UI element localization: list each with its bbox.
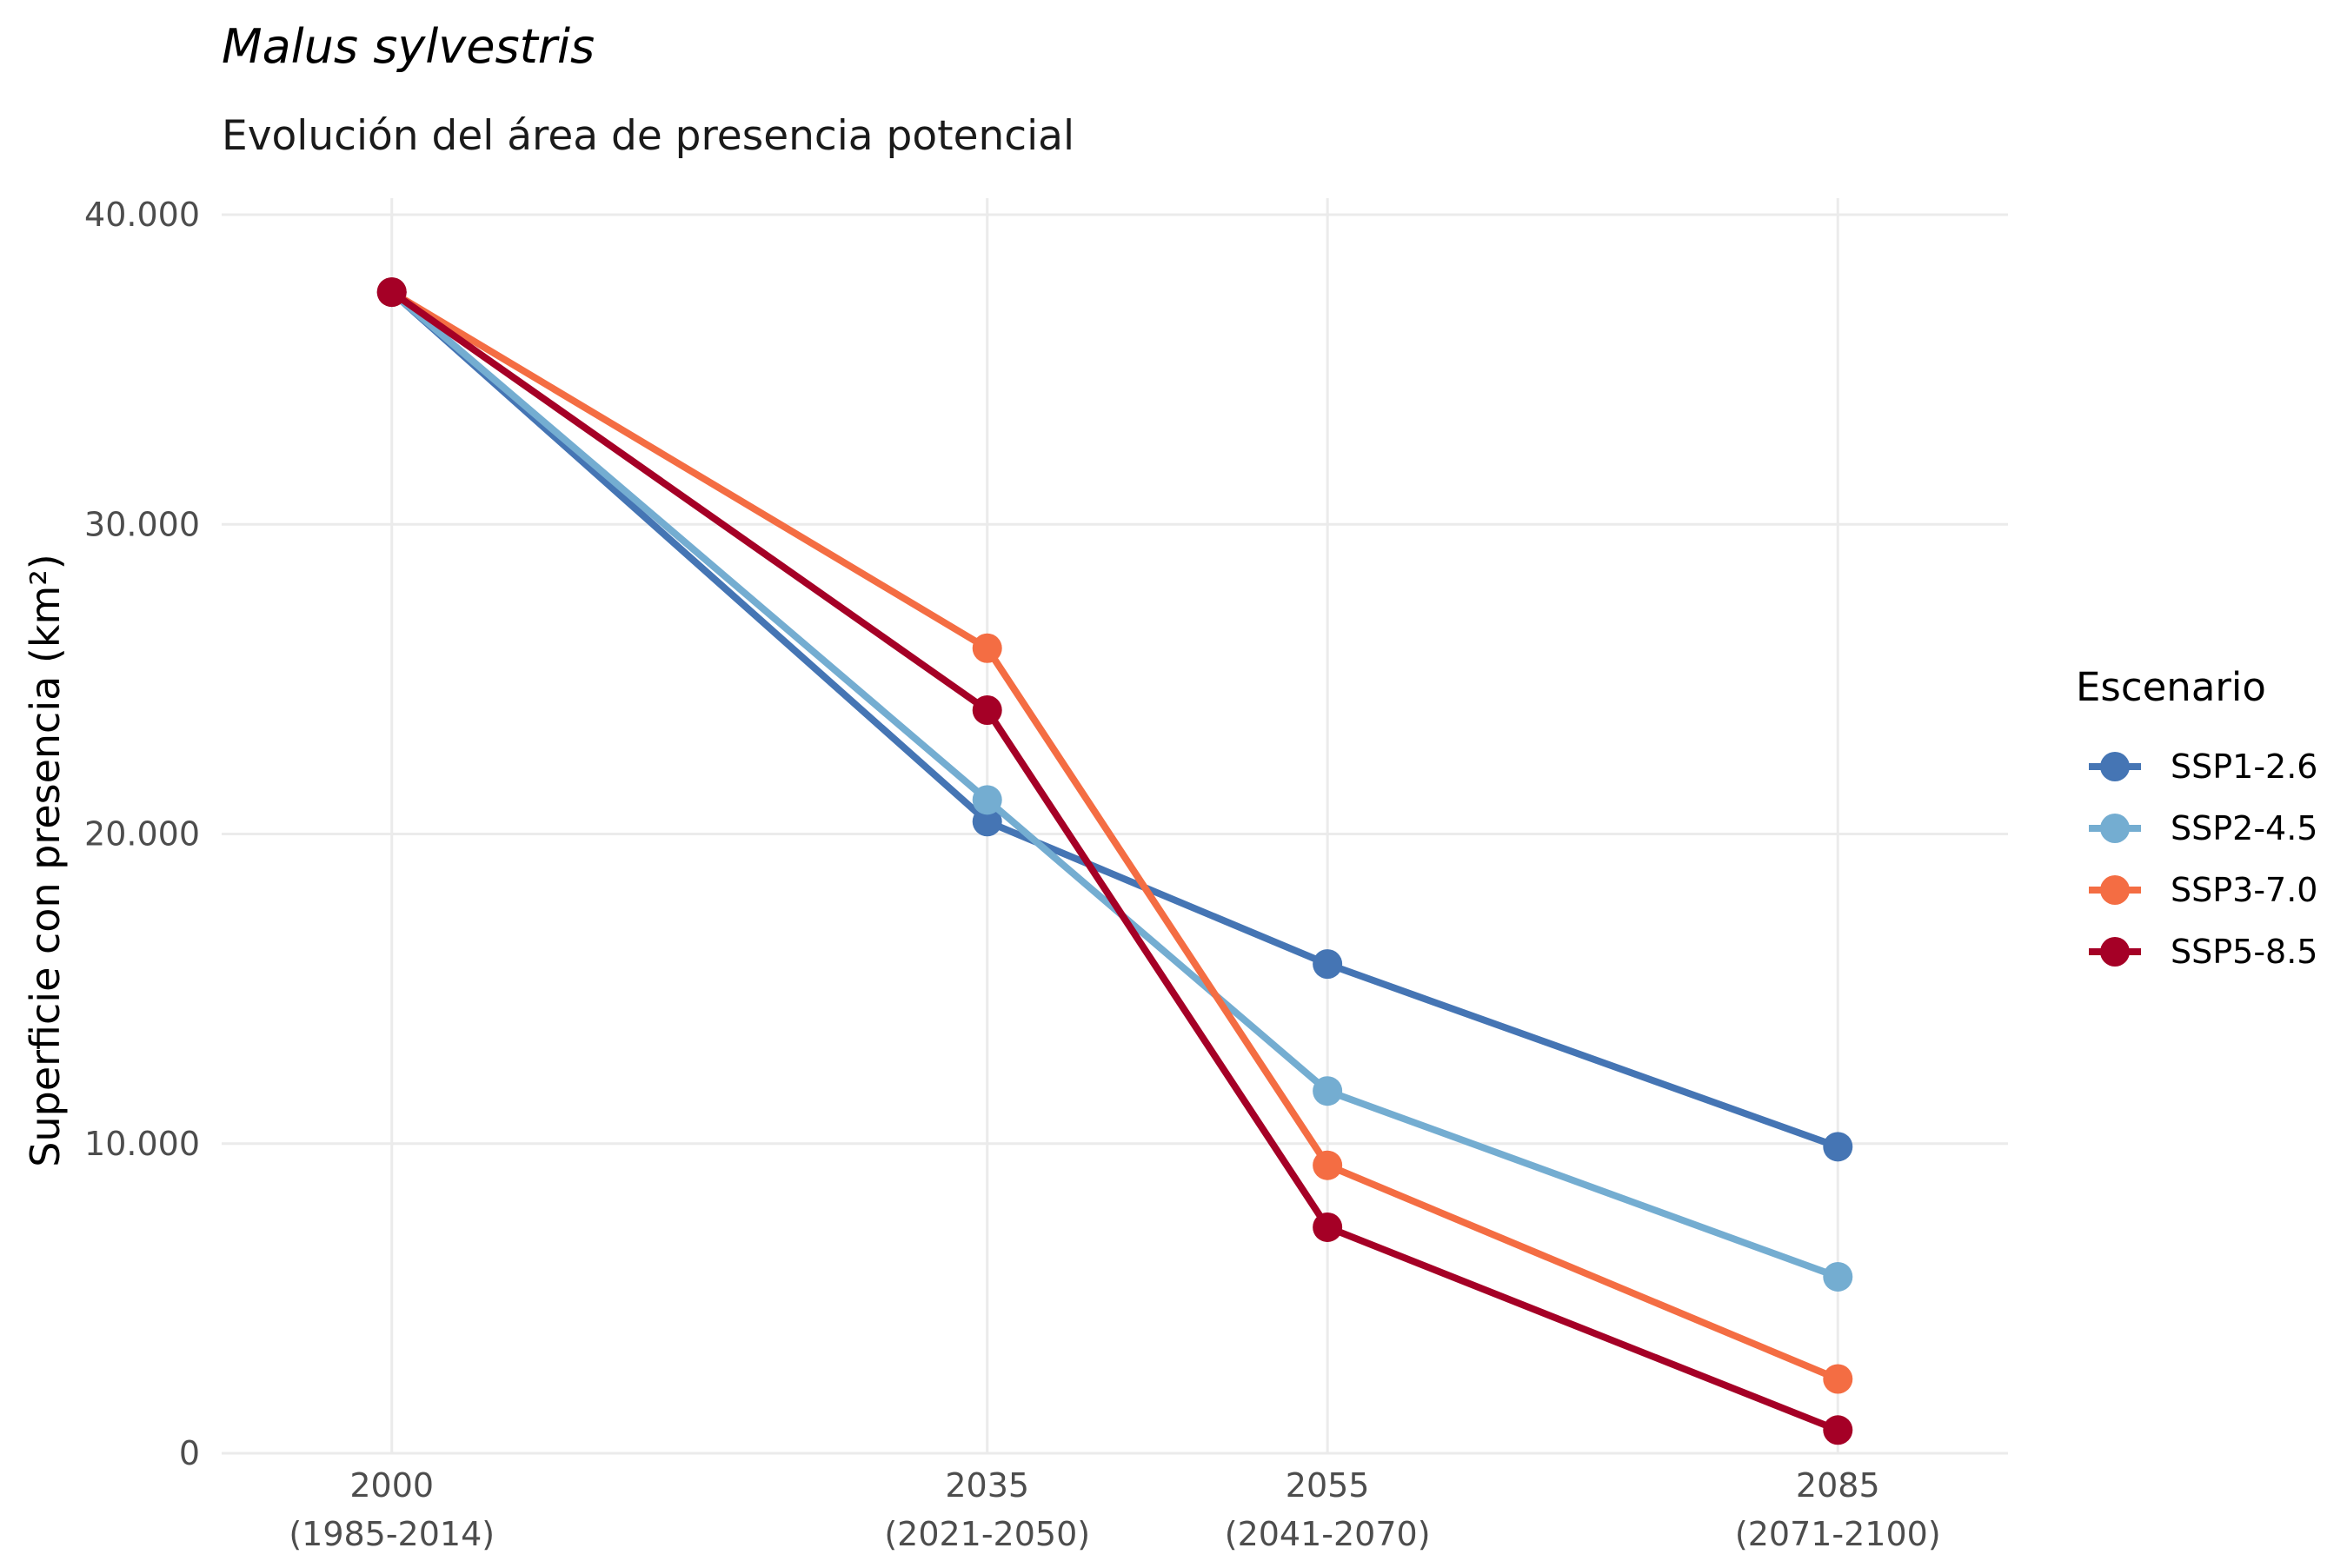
- data-point: [972, 807, 1002, 837]
- series-SSP3-7.0: [376, 277, 1853, 1394]
- data-point: [1823, 1132, 1853, 1162]
- data-point: [1313, 1150, 1343, 1180]
- data-point: [376, 277, 407, 308]
- y-tick-label: 40.000: [84, 196, 200, 234]
- x-tick-sublabel: (1985-2014): [289, 1515, 495, 1553]
- legend-key-point: [2100, 937, 2130, 967]
- legend-title: Escenario: [2076, 664, 2266, 710]
- legend-label: SSP1-2.6: [2171, 747, 2317, 786]
- legend-label: SSP3-7.0: [2171, 871, 2317, 909]
- y-axis-title: Superficie con presencia (km²): [22, 554, 69, 1166]
- data-point: [1823, 1364, 1853, 1394]
- x-tick-sublabel: (2021-2050): [884, 1515, 1090, 1553]
- legend-key-point: [2100, 814, 2130, 843]
- series-line: [389, 289, 1839, 1280]
- data-point: [972, 695, 1002, 725]
- data-point: [1313, 949, 1343, 980]
- series-SSP2-4.5: [376, 277, 1853, 1292]
- x-tick-sublabel: (2041-2070): [1225, 1515, 1431, 1553]
- y-tick-label: 0: [179, 1434, 200, 1472]
- legend-item: SSP1-2.6: [2089, 747, 2317, 786]
- legend-item: SSP3-7.0: [2089, 871, 2317, 909]
- legend-item: SSP5-8.5: [2089, 933, 2317, 971]
- data-point: [1823, 1261, 1853, 1292]
- chart-subtitle: Evolución del área de presencia potencia…: [222, 112, 1074, 160]
- x-axis-ticks: 2000 (1985-2014) 2035 (2021-2050) 2055 (2041-…: [289, 1466, 1940, 1553]
- series-line: [389, 289, 1839, 1151]
- y-tick-label: 20.000: [84, 815, 200, 854]
- x-tick-label: 2035: [945, 1466, 1029, 1505]
- y-axis-ticks: 0 10.000 20.000 30.000 40.000: [84, 196, 200, 1472]
- legend: Escenario SSP1-2.6 SSP2-4.5 SSP3-7.0 SSP5-8…: [2076, 664, 2317, 971]
- x-tick-label: 2085: [1796, 1466, 1880, 1505]
- legend-items: SSP1-2.6 SSP2-4.5 SSP3-7.0 SSP5-8.5: [2089, 747, 2317, 971]
- y-tick-label: 10.000: [84, 1125, 200, 1163]
- series-SSP5-8.5: [376, 277, 1853, 1445]
- legend-key-point: [2100, 875, 2130, 905]
- series-layer: [376, 277, 1853, 1445]
- legend-label: SSP2-4.5: [2171, 809, 2317, 847]
- series-SSP1-2.6: [376, 277, 1853, 1162]
- series-line: [389, 289, 1839, 1433]
- y-tick-label: 30.000: [84, 505, 200, 543]
- x-tick-label: 2000: [349, 1466, 434, 1505]
- data-point: [1313, 1212, 1343, 1242]
- series-line: [389, 289, 1839, 1383]
- data-point: [972, 633, 1002, 663]
- legend-item: SSP2-4.5: [2089, 809, 2317, 847]
- grid-layer: [222, 198, 2008, 1455]
- data-point: [1823, 1415, 1853, 1445]
- legend-key-point: [2100, 752, 2130, 781]
- x-tick-label: 2055: [1286, 1466, 1370, 1505]
- data-point: [972, 785, 1002, 815]
- legend-label: SSP5-8.5: [2171, 933, 2317, 971]
- data-point: [1313, 1076, 1343, 1106]
- chart-title: Malus sylvestris: [222, 19, 595, 74]
- x-tick-sublabel: (2071-2100): [1735, 1515, 1941, 1553]
